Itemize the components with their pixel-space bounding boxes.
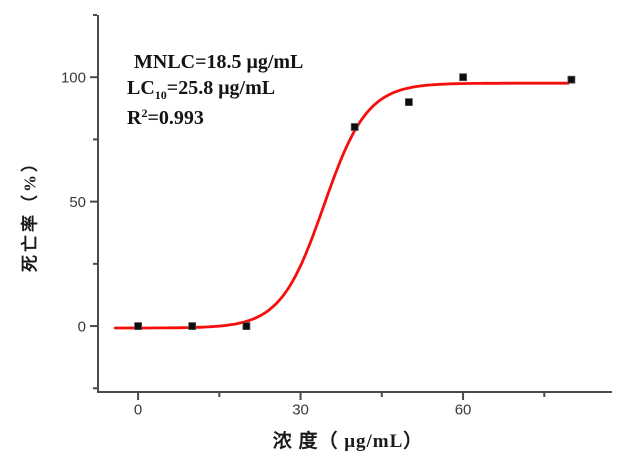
annotation-mnlc: MNLC=18.5 μg/mL — [134, 51, 304, 73]
x-axis-label: 浓 度（ μg/mL） — [272, 431, 424, 452]
data-point-marker — [242, 322, 251, 331]
data-point-marker — [134, 322, 143, 331]
rsquared-superscript: 2 — [141, 106, 148, 120]
lc10-subscript: 10 — [154, 88, 167, 102]
data-point-marker — [459, 73, 468, 82]
y-axis-label: 死亡率（%） — [20, 152, 40, 272]
data-point-marker — [567, 75, 576, 84]
x-tick-label: 0 — [134, 401, 142, 418]
data-point-marker — [404, 98, 413, 106]
fit-stats-annotation: MNLC=18.5 μg/mL LC10=25.8 μg/mL R2=0.993 — [127, 49, 303, 131]
x-tick-label: 30 — [292, 401, 309, 418]
y-tick-label: 100 — [61, 69, 86, 86]
annotation-rsquared: R2=0.993 — [127, 106, 204, 129]
annotation-lc10: LC10=25.8 μg/mL — [127, 77, 276, 102]
y-tick-label: 0 — [78, 318, 86, 335]
y-tick-label: 50 — [69, 194, 86, 211]
x-tick-label: 60 — [455, 401, 472, 418]
data-point-marker — [188, 322, 197, 331]
data-point-marker — [350, 123, 359, 131]
